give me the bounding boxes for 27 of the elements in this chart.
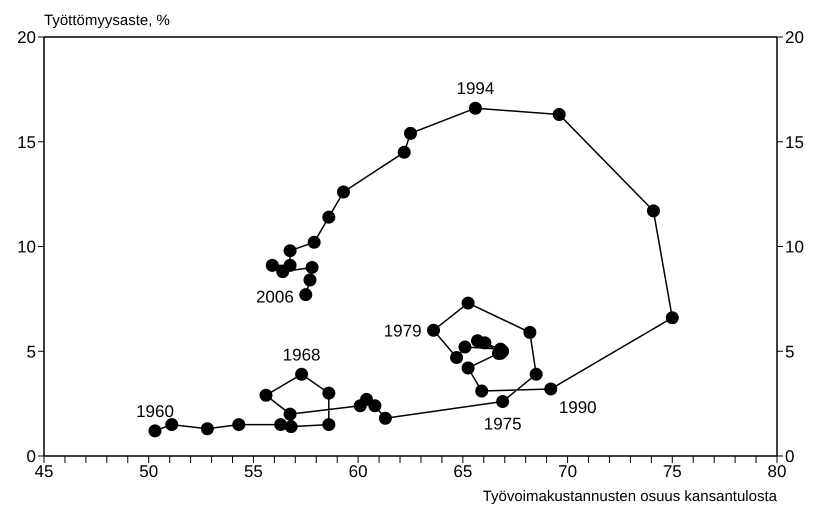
x-tick-label: 80: [768, 462, 786, 482]
annotation: 1994: [456, 79, 494, 98]
annotation: 1960: [136, 402, 174, 421]
x-tick-label: 45: [34, 462, 54, 482]
y-axis-title: Työttömyysaste, %: [44, 12, 170, 29]
x-tick-label: 75: [662, 462, 682, 482]
annotation: 1990: [558, 398, 597, 417]
y-tick-label: 15: [17, 132, 36, 152]
y-tick-label: 5: [26, 342, 36, 362]
y-tick-label: 10: [17, 238, 36, 257]
y-tick-label: 20: [17, 28, 36, 48]
annotation: 1979: [384, 321, 422, 340]
annotation: 1975: [484, 414, 522, 434]
y2-tick-label: 20: [785, 28, 804, 48]
x-axis-title: Työvoimakustannusten osuus kansantulosta: [482, 488, 777, 505]
y2-tick-label: 15: [785, 132, 804, 152]
x-tick-label: 50: [139, 462, 158, 482]
y2-tick-label: 5: [785, 342, 794, 362]
annotation: 1968: [282, 345, 321, 364]
annotation: 2006: [256, 288, 294, 307]
x-tick-label: 60: [348, 462, 368, 482]
x-tick-label: 65: [453, 462, 472, 482]
y2-tick-label: 10: [785, 238, 804, 257]
y-tick-label: 0: [26, 447, 36, 466]
x-tick-label: 70: [558, 462, 578, 482]
y2-tick-label: 0: [785, 447, 794, 466]
x-tick-label: 55: [244, 462, 263, 482]
